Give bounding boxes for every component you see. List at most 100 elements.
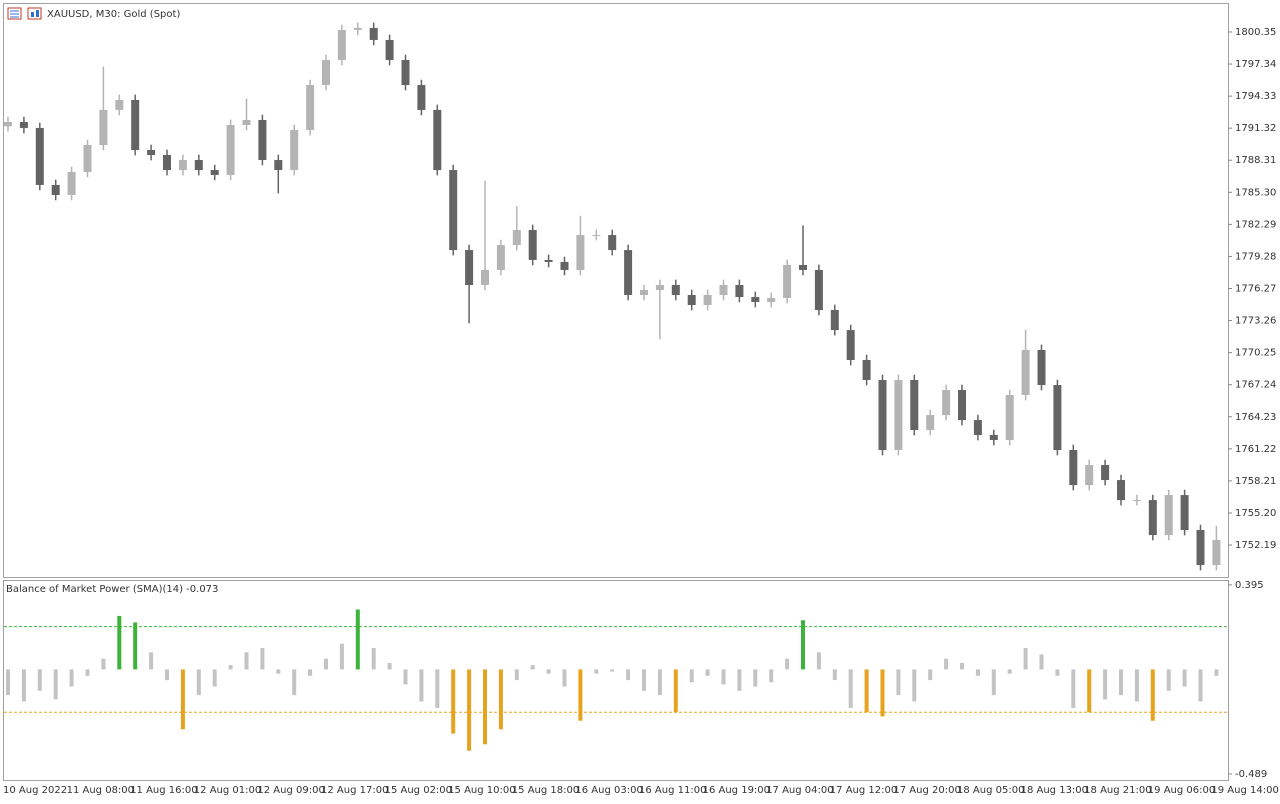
x-tick-label: 16 Aug 19:00 [703,785,770,796]
bar [1055,669,1060,676]
x-tick-label: 15 Aug 18:00 [512,785,579,796]
x-tick-label: 18 Aug 13:00 [1021,785,1088,796]
bar [848,669,853,708]
indicator-pane [3,580,1229,781]
candle-body [687,295,696,306]
bar [180,669,185,730]
candle-body [576,235,585,270]
bar [610,669,615,672]
candle-body [735,284,744,298]
candle-body [655,284,664,290]
candle-body [210,170,219,175]
bar [133,622,138,670]
candle-body [337,29,346,60]
bar [626,669,631,681]
candle-body [1053,385,1062,451]
indicator-title: Balance of Market Power (SMA)(14) -0.073 [6,584,218,595]
bar [212,669,217,687]
bar [403,669,408,685]
x-tick-label: 18 Aug 21:00 [1084,785,1151,796]
candle-body [35,127,44,185]
bar [1198,669,1203,702]
bar [705,669,710,676]
candle-body [19,121,28,128]
candle-body [306,85,315,130]
bar [1071,669,1076,708]
bar [594,669,599,674]
y-tick-label: 1800.35 [1235,27,1276,38]
x-tick-label: 17 Aug 20:00 [893,785,960,796]
candle-body [115,99,124,110]
bar [355,609,360,670]
price-pane [3,3,1229,578]
y-tick-label: 1785.30 [1235,187,1276,198]
candle-body [496,245,505,270]
bar [308,669,313,676]
candle-body [322,59,330,86]
bar [1039,654,1044,670]
bar [467,669,472,751]
bar [642,669,646,691]
x-tick-label: 16 Aug 03:00 [575,785,642,796]
bar [578,669,583,721]
candle-body [4,121,12,127]
candle-body [1164,495,1173,536]
candle-body [258,119,267,161]
candle-body [544,259,553,262]
bar [339,643,344,670]
bar [753,669,758,687]
bar [673,669,678,713]
x-tick-label: 11 Aug 08:00 [67,785,134,796]
y-tick-label: 1776.27 [1235,284,1276,295]
candle-body [242,119,251,125]
bar [6,669,10,696]
candle-body [958,390,966,421]
y-tick-label: 1758.21 [1235,476,1276,487]
candle-body [830,310,839,331]
candle-body [194,160,203,171]
bar [117,615,122,670]
bar [292,669,297,696]
candle-body [369,27,378,40]
bar [737,669,742,691]
x-tick-label: 12 Aug 17:00 [321,785,388,796]
candle-body [51,184,60,195]
bar [880,669,885,717]
bar [769,669,774,683]
candle-body [703,295,712,306]
candle-body [512,230,521,246]
candle-body [624,250,633,296]
bar [801,620,805,670]
bar [896,669,901,696]
candle-body [751,297,760,303]
y-tick-label: 1764.23 [1235,412,1276,423]
candle-body [942,390,951,416]
toolbar-icons [7,7,42,20]
bar [864,669,869,713]
x-tick-label: 17 Aug 04:00 [766,785,833,796]
bar [1134,669,1139,702]
bar [196,669,201,696]
candle-body [163,155,171,171]
candle-body [1132,500,1141,502]
candle-body [862,359,871,381]
bar [101,658,106,670]
bar [419,669,424,702]
candle-body [1117,480,1125,501]
bar [1007,669,1012,674]
x-tick-label: 12 Aug 09:00 [257,785,324,796]
candle-body [353,27,362,30]
bar [689,669,694,683]
candle-body [290,129,299,171]
bar [1150,669,1155,721]
y-tick-label: 1770.25 [1235,348,1276,359]
candle-body [1101,465,1110,481]
bar [1103,669,1108,700]
bar [451,669,456,734]
candle-body [973,420,982,435]
bar [785,658,790,670]
y-tick-label: 1782.29 [1235,219,1276,230]
y-tick-label: 1779.28 [1235,251,1276,262]
bar [85,669,90,676]
